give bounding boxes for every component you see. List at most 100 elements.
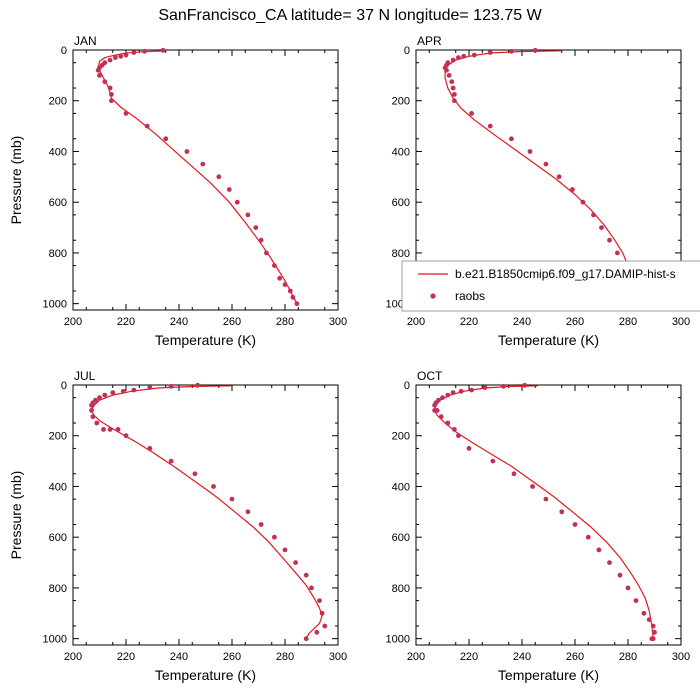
raobs-point — [509, 136, 514, 142]
raobs-point — [450, 390, 456, 395]
panel-oct: 200 220 240 260 280 300 0 200 400 600 800 1000 OCT Te… — [386, 369, 691, 683]
raobs-point — [234, 199, 240, 205]
x-tick-label: 280 — [619, 316, 637, 328]
raobs-point — [572, 522, 578, 527]
raobs-point — [272, 534, 277, 540]
raobs-point — [123, 111, 129, 116]
raobs-point — [258, 522, 264, 527]
x-axis-label: Temperature (K) — [155, 667, 256, 683]
raobs-point — [509, 48, 514, 54]
raobs-point — [646, 617, 652, 622]
y-tick-label: 200 — [49, 96, 67, 108]
y-tick-label: 800 — [49, 583, 67, 595]
raobs-point — [511, 471, 517, 477]
raobs-point — [131, 50, 137, 55]
raobs-point — [290, 294, 296, 300]
legend: b.e21.B1850cmip6.f09_g17.DAMIP-hist-srao… — [401, 260, 700, 312]
raobs-point — [90, 414, 96, 420]
raobs-point — [109, 98, 114, 104]
x-tick-label: 200 — [64, 651, 82, 663]
model-profile-line — [433, 385, 654, 639]
panel-jan: 200 220 240 260 280 300 0 200 400 600 800 1000 JAN Te… — [8, 34, 347, 348]
raobs-point — [144, 123, 150, 129]
raobs-point — [607, 560, 612, 565]
raobs-point — [282, 282, 288, 287]
panel-label: APR — [417, 34, 442, 48]
raobs-point — [607, 237, 612, 243]
raobs-point — [556, 174, 562, 180]
x-tick-label: 220 — [117, 316, 135, 328]
raobs-point — [317, 598, 322, 603]
x-tick-label: 240 — [170, 651, 188, 663]
x-tick-label: 200 — [407, 316, 425, 328]
x-tick-label: 300 — [329, 316, 347, 328]
y-tick-label: 200 — [49, 431, 67, 443]
legend-box — [401, 260, 700, 312]
raobs-point — [434, 408, 440, 413]
x-tick-label: 300 — [672, 316, 690, 328]
raobs-point — [440, 395, 445, 401]
raobs-point — [294, 301, 300, 307]
raobs-point — [102, 79, 108, 85]
model-profile-line — [97, 50, 298, 304]
y-tick-label: 600 — [392, 197, 410, 209]
raobs-point — [107, 85, 113, 91]
raobs-point — [466, 446, 472, 451]
x-tick-label: 280 — [276, 316, 294, 328]
x-tick-label: 240 — [170, 316, 188, 328]
raobs-point — [617, 572, 623, 578]
raobs-point — [147, 446, 153, 451]
x-tick-label: 200 — [64, 316, 82, 328]
raobs-point — [303, 572, 309, 578]
y-tick-label: 600 — [49, 532, 67, 544]
raobs-point — [543, 496, 549, 502]
raobs-point — [192, 471, 198, 477]
raobs-point — [94, 420, 100, 426]
raobs-point — [458, 388, 464, 394]
raobs-point — [200, 161, 206, 167]
legend-raobs-label: raobs — [455, 289, 485, 303]
x-tick-label: 280 — [619, 651, 637, 663]
raobs-point — [195, 382, 201, 388]
raobs-point — [596, 547, 602, 553]
raobs-point — [147, 385, 153, 390]
raobs-point — [107, 427, 113, 432]
y-tick-label: 1000 — [386, 634, 410, 646]
x-tick-label: 260 — [566, 316, 584, 328]
raobs-point — [452, 427, 457, 432]
raobs-point — [649, 636, 655, 642]
panel-jul: 200 220 240 260 280 300 0 200 400 600 800 1000 JUL Te… — [8, 369, 347, 683]
raobs-point — [469, 387, 474, 393]
raobs-point — [319, 610, 325, 616]
raobs-point — [641, 610, 647, 616]
raobs-point — [95, 67, 101, 73]
raobs-point — [314, 629, 320, 635]
raobs-point — [625, 585, 631, 591]
x-tick-label: 300 — [672, 651, 690, 663]
raobs-point — [89, 408, 94, 413]
raobs-point — [303, 636, 309, 642]
x-tick-label: 260 — [566, 651, 584, 663]
raobs-point — [245, 509, 251, 515]
raobs-point — [445, 420, 451, 426]
y-tick-label: 1000 — [43, 299, 67, 311]
panel-label: JUL — [74, 369, 96, 383]
raobs-point — [322, 623, 328, 629]
raobs-point — [530, 484, 535, 489]
x-tick-label: 240 — [513, 651, 531, 663]
raobs-point — [309, 585, 314, 591]
raobs-point — [115, 427, 121, 432]
x-axis-label: Temperature (K) — [498, 332, 599, 348]
y-axis-label: Pressure (mb) — [8, 136, 24, 225]
raobs-point — [461, 53, 467, 59]
y-tick-label: 400 — [49, 146, 67, 158]
x-axis-label: Temperature (K) — [155, 332, 256, 348]
y-tick-label: 400 — [49, 481, 67, 493]
raobs-point — [438, 414, 444, 420]
y-tick-label: 0 — [61, 45, 67, 57]
raobs-point — [293, 560, 298, 565]
raobs-point — [452, 98, 457, 104]
raobs-point — [450, 57, 456, 63]
raobs-point — [652, 629, 657, 635]
